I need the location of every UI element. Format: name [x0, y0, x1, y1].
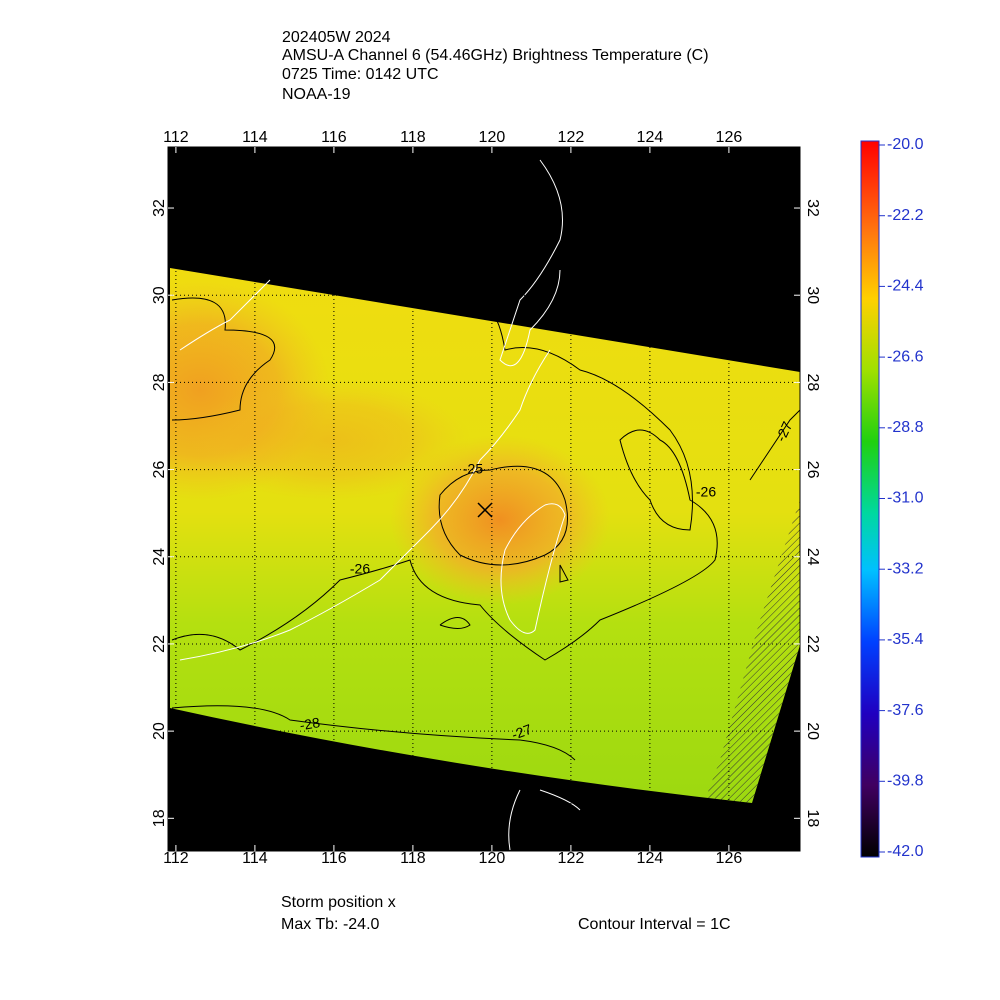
lon-tick-label: 118: [400, 129, 426, 146]
lat-tick-label: 26: [804, 461, 821, 479]
colorbar-label: -20.0: [887, 136, 924, 153]
header-line: 0725 Time: 0142 UTC: [282, 66, 439, 83]
footer-storm: Storm position x: [281, 894, 396, 911]
colorbar-label: -35.4: [887, 631, 924, 648]
lat-tick-label: 28: [804, 373, 821, 391]
coastline: [500, 503, 566, 634]
lon-tick-label: 112: [163, 850, 189, 867]
warm-area: [390, 435, 610, 605]
contours: [171, 297, 801, 761]
coastline: [179, 349, 551, 661]
contour-label: -27: [772, 419, 795, 444]
header-line: NOAA-19: [282, 86, 351, 103]
lat-tick-label: 18: [151, 809, 168, 827]
footer-interval: Contour Interval = 1C: [578, 916, 731, 933]
lon-tick-label: 114: [242, 129, 268, 146]
lon-tick-label: 116: [321, 850, 347, 867]
lon-tick-label: 122: [558, 129, 585, 146]
colorbar-label: -28.8: [887, 419, 924, 436]
lat-tick-label: 26: [151, 461, 168, 479]
lon-tick-label: 122: [558, 850, 585, 867]
colorbar-label: -22.2: [887, 207, 924, 224]
warm-area: [190, 380, 470, 500]
coastline: [179, 279, 271, 351]
map-frame: [167, 146, 801, 852]
contour-label: -26: [350, 561, 370, 577]
contour-line: [438, 465, 568, 566]
lon-tick-label: 114: [242, 850, 268, 867]
lat-tick-label: 32: [151, 199, 168, 217]
contour-line: [439, 617, 471, 629]
colorbar-label: -39.8: [887, 773, 924, 790]
lat-tick-label: 22: [804, 635, 821, 653]
lat-tick-label: 24: [804, 548, 821, 566]
lon-tick-label: 120: [479, 850, 506, 867]
colorbar: [860, 140, 880, 858]
lat-tick-label: 18: [804, 809, 821, 827]
lat-tick-label: 20: [151, 722, 168, 740]
lat-tick-label: 28: [151, 373, 168, 391]
lon-tick-label: 116: [321, 129, 347, 146]
contour-line: [749, 409, 801, 481]
colorbar-label: -37.6: [887, 702, 924, 719]
colorbar-label: -31.0: [887, 490, 924, 507]
colorbar-label: -33.2: [887, 560, 924, 577]
lon-tick-label: 126: [716, 129, 743, 146]
lon-tick-label: 124: [637, 129, 664, 146]
coastline: [508, 789, 581, 851]
lat-tick-label: 32: [804, 199, 821, 217]
lon-tick-label: 120: [479, 129, 506, 146]
coastline: [499, 159, 563, 367]
lat-tick-label: 30: [804, 286, 821, 304]
lat-tick-label: 30: [151, 286, 168, 304]
contour-label: -27: [509, 721, 534, 743]
contour-label: -26: [696, 484, 716, 500]
lon-tick-label: 118: [400, 850, 426, 867]
storm-marker-stroke: [477, 502, 493, 518]
footer-max-tb: Max Tb: -24.0: [281, 916, 380, 933]
contour-label: -28: [298, 714, 321, 733]
contour-label: -25: [463, 461, 483, 477]
hatched-area: [705, 500, 800, 803]
contour-line: [559, 564, 569, 583]
lat-tick-label: 20: [804, 722, 821, 740]
lat-tick-label: 24: [151, 548, 168, 566]
lon-tick-label: 112: [163, 129, 189, 146]
storm-marker: [477, 502, 493, 518]
colorbar-label: -24.4: [887, 278, 924, 295]
coastlines: [179, 159, 581, 851]
lat-tick-label: 22: [151, 635, 168, 653]
colorbar-label: -42.0: [887, 843, 924, 860]
contour-line: [171, 705, 576, 761]
lon-tick-label: 126: [716, 850, 743, 867]
header-line: 202405W 2024: [282, 29, 391, 46]
map: -25 -26 -26 -27 -27 -28: [167, 146, 801, 852]
colorbar-label: -26.6: [887, 348, 924, 365]
lon-tick-label: 124: [637, 850, 664, 867]
header-line: AMSU-A Channel 6 (54.46GHz) Brightness T…: [282, 47, 709, 64]
contour-line: [171, 309, 718, 661]
contour-line: [171, 297, 276, 421]
